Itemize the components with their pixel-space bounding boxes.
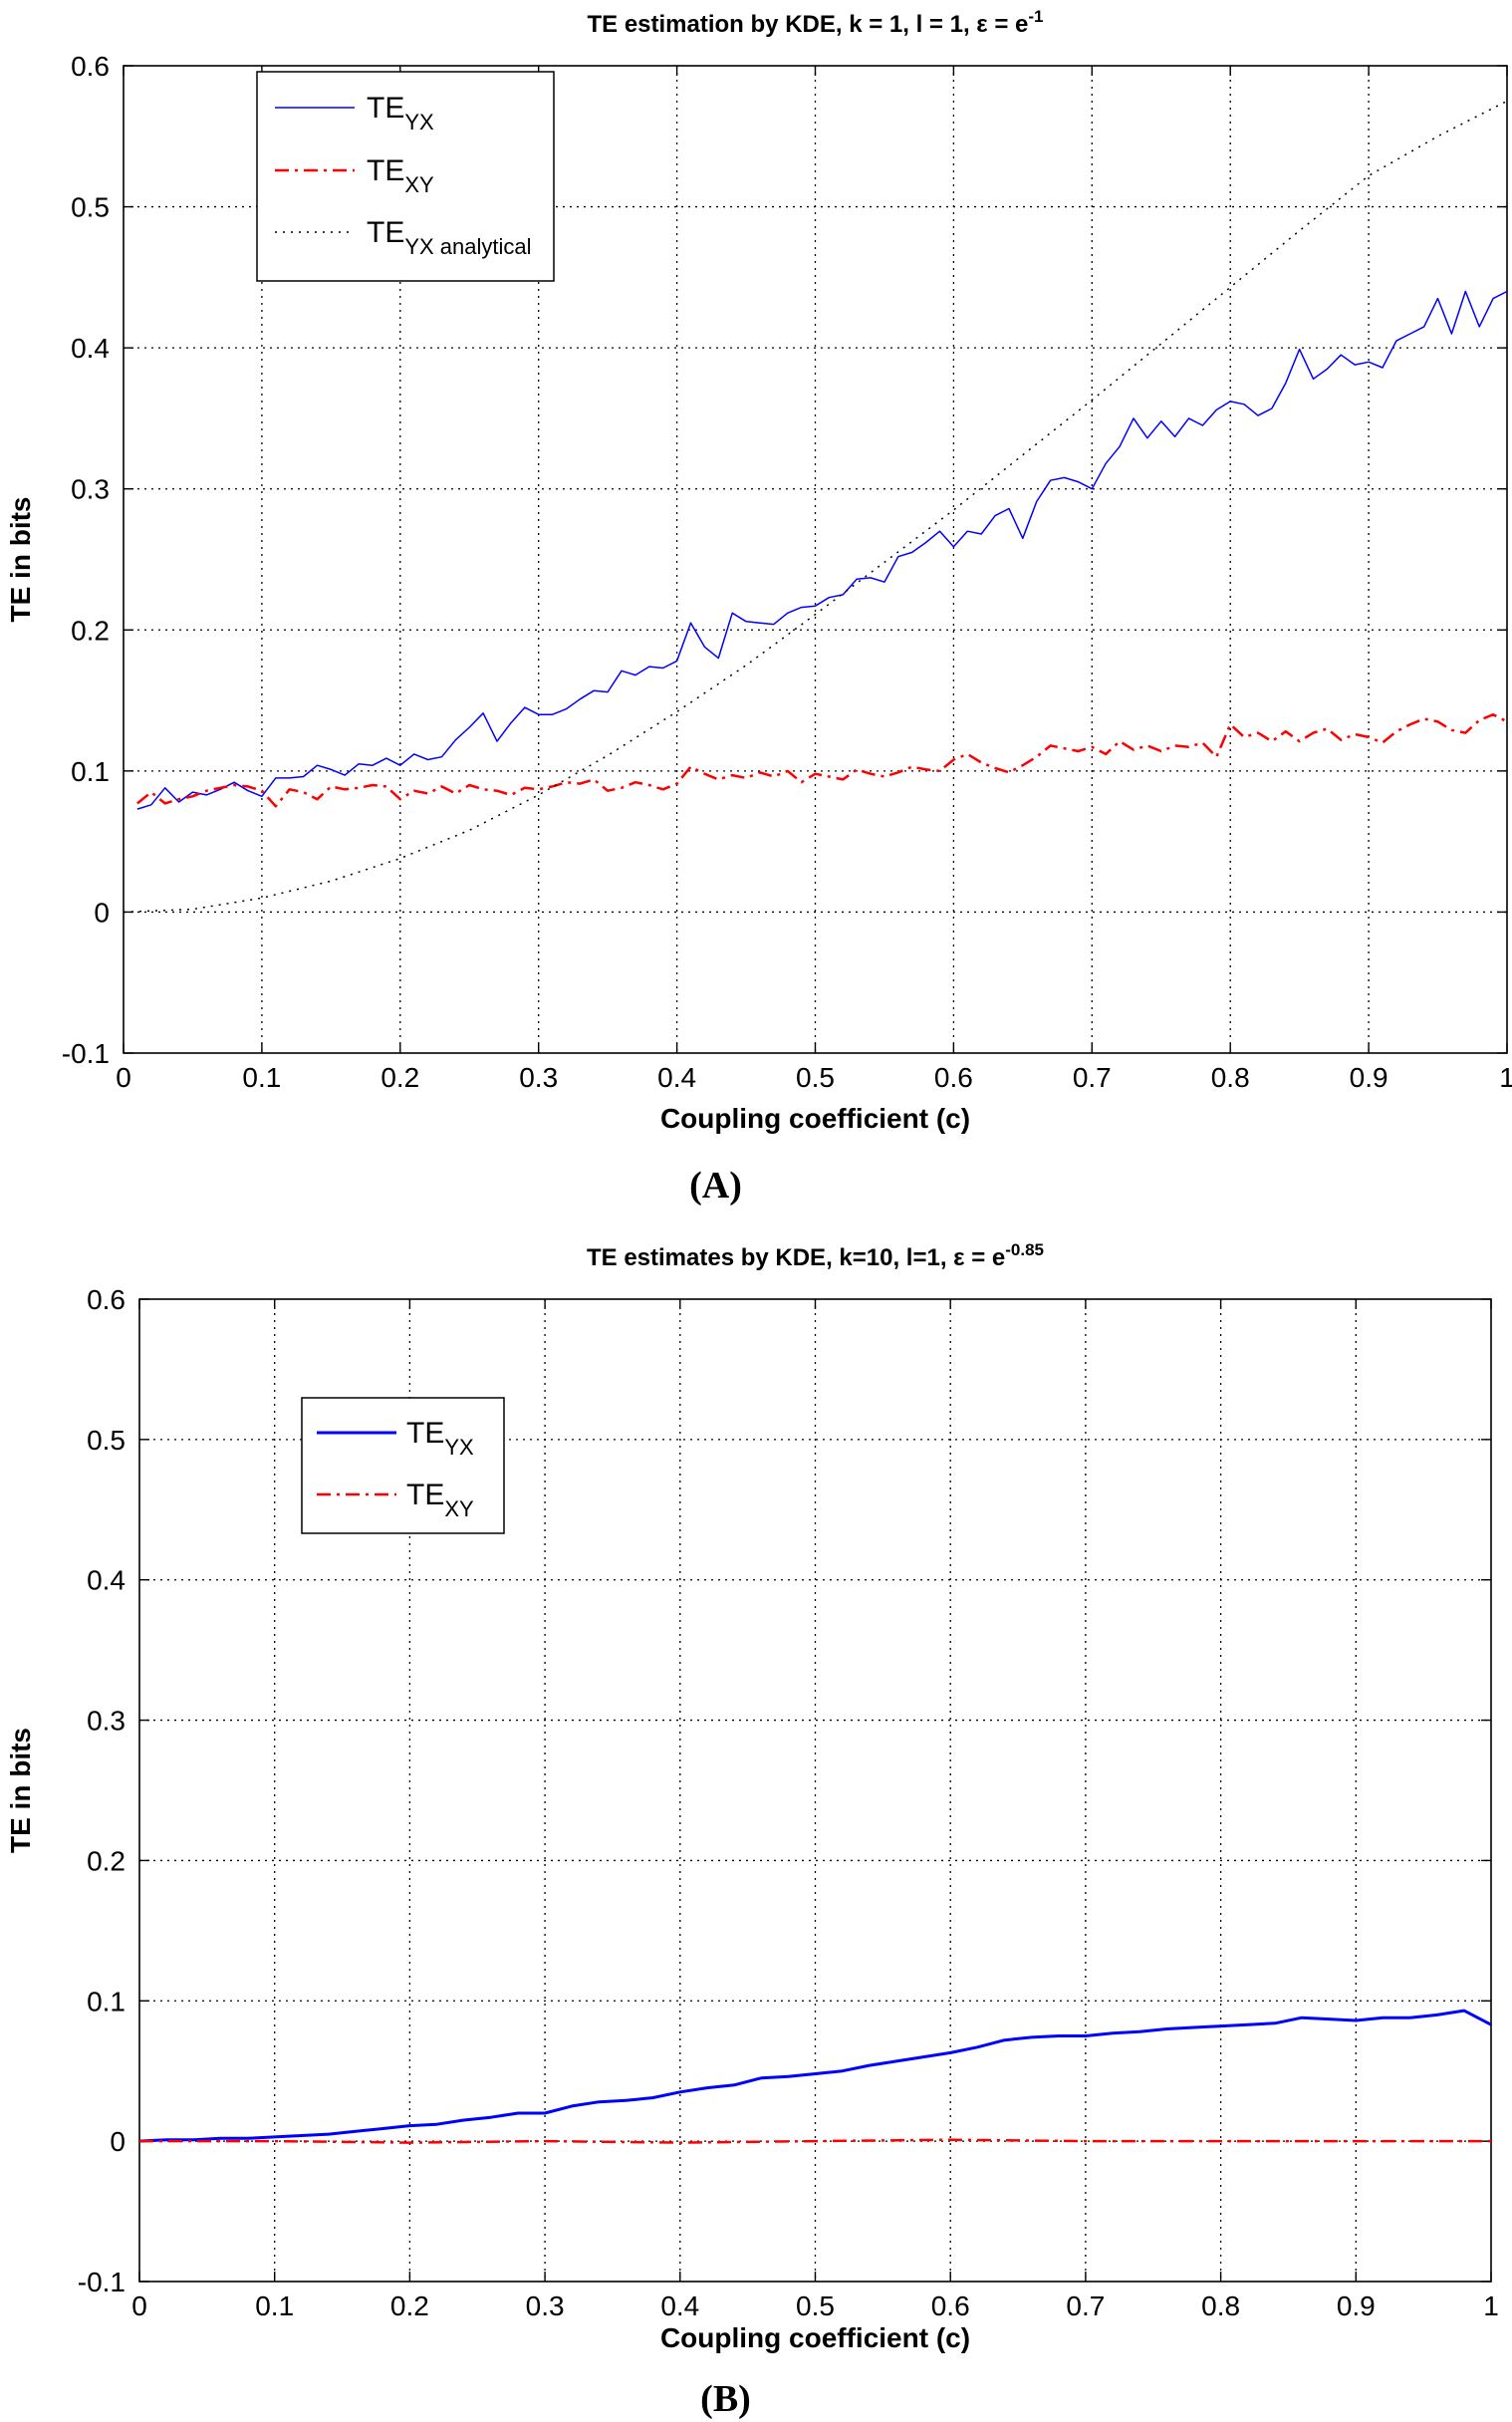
- y-axis-label: TE in bits: [5, 1728, 36, 1853]
- x-tick-label: 0.1: [242, 1062, 281, 1093]
- y-tick-label: -0.1: [62, 1038, 110, 1069]
- legend-label: TEYX: [367, 92, 434, 135]
- y-tick-label: 0.3: [71, 474, 110, 505]
- chart-title: TE estimates by KDE, k=10, l=1, ε = e-0.…: [587, 1240, 1044, 1271]
- x-tick-label: 1: [1483, 2290, 1499, 2321]
- legend-label-main: TE: [406, 1417, 444, 1450]
- x-tick-label: 0.4: [660, 2290, 699, 2321]
- y-tick-label: 0.1: [87, 1986, 126, 2017]
- x-tick-label: 0.6: [931, 2290, 970, 2321]
- x-axis-label: Coupling coefficient (c): [660, 1103, 970, 1134]
- chart-title-superscript: -0.85: [1005, 1240, 1044, 1259]
- legend-label-subscript: YX analytical: [404, 234, 531, 259]
- x-axis-label: Coupling coefficient (c): [660, 2322, 970, 2353]
- legend-label-subscript: XY: [444, 1496, 474, 1521]
- y-tick-label: 0.5: [71, 192, 110, 223]
- y-tick-label: 0: [110, 2126, 126, 2157]
- series-line-yx-analytical: [123, 100, 1508, 914]
- y-tick-label: 0.1: [71, 756, 110, 787]
- x-tick-label: 0.7: [1073, 1062, 1112, 1093]
- x-tick-label: 0.9: [1337, 2290, 1376, 2321]
- y-tick-label: 0.5: [87, 1425, 126, 1456]
- y-tick-label: 0: [94, 897, 110, 928]
- legend-label-main: TE: [406, 1479, 444, 1511]
- x-tick-label: 0.5: [796, 1062, 835, 1093]
- x-tick-label: 0.7: [1066, 2290, 1105, 2321]
- chart-title: TE estimation by KDE, k = 1, l = 1, ε = …: [587, 7, 1043, 38]
- x-tick-label: 0.8: [1201, 2290, 1240, 2321]
- legend-box: [301, 1397, 505, 1534]
- x-tick-label: 0: [116, 1062, 131, 1093]
- legend-label: TEYX: [406, 1417, 474, 1460]
- y-axis-label: TE in bits: [5, 497, 36, 623]
- legend-label-subscript: XY: [404, 172, 434, 197]
- x-tick-label: 0.6: [934, 1062, 973, 1093]
- y-tick-label: 0.6: [71, 51, 110, 82]
- x-tick-label: 0: [131, 2290, 147, 2321]
- legend-label-main: TE: [367, 216, 404, 249]
- panel-label: (A): [689, 1165, 742, 1207]
- x-tick-label: 0.3: [526, 2290, 565, 2321]
- y-tick-label: 0.4: [71, 333, 110, 364]
- panel-label: (B): [700, 2378, 751, 2420]
- x-tick-label: 0.4: [657, 1062, 696, 1093]
- x-tick-label: 0.2: [380, 1062, 419, 1093]
- y-tick-label: 0.2: [87, 1845, 126, 1876]
- legend-box: [256, 71, 555, 282]
- y-tick-label: 0.4: [87, 1565, 126, 1596]
- series-line-xy: [136, 712, 1508, 808]
- x-tick-label: 0.2: [390, 2290, 429, 2321]
- legend-label-main: TE: [367, 154, 404, 187]
- x-tick-label: 0.1: [255, 2290, 294, 2321]
- legend-label-main: TE: [367, 92, 404, 125]
- y-tick-label: 0.6: [87, 1284, 126, 1315]
- y-tick-label: 0.2: [71, 615, 110, 646]
- y-tick-label: -0.1: [78, 2267, 126, 2297]
- series-line-xy: [139, 2138, 1491, 2144]
- x-tick-label: 0.3: [519, 1062, 558, 1093]
- legend-label-subscript: YX: [404, 110, 434, 135]
- legend-label: TEXY: [406, 1479, 474, 1521]
- x-tick-label: 0.9: [1350, 1062, 1388, 1093]
- x-tick-label: 0.8: [1211, 1062, 1250, 1093]
- legend-label: TEYX analytical: [367, 216, 532, 259]
- series-line-yx: [138, 2009, 1492, 2143]
- y-tick-label: 0.3: [87, 1706, 126, 1737]
- x-tick-label: 0.5: [796, 2290, 835, 2321]
- chart-panel-a: TE estimation by KDE, k = 1, l = 1, ε = …: [5, 7, 1512, 1207]
- x-tick-label: 1: [1499, 1062, 1512, 1093]
- chart-panel-b: TE estimates by KDE, k=10, l=1, ε = e-0.…: [5, 1240, 1499, 2420]
- chart-title-superscript: -1: [1028, 7, 1043, 26]
- legend-label-subscript: YX: [444, 1435, 474, 1460]
- legend-label: TEXY: [367, 154, 434, 197]
- series-line-yx: [136, 290, 1508, 810]
